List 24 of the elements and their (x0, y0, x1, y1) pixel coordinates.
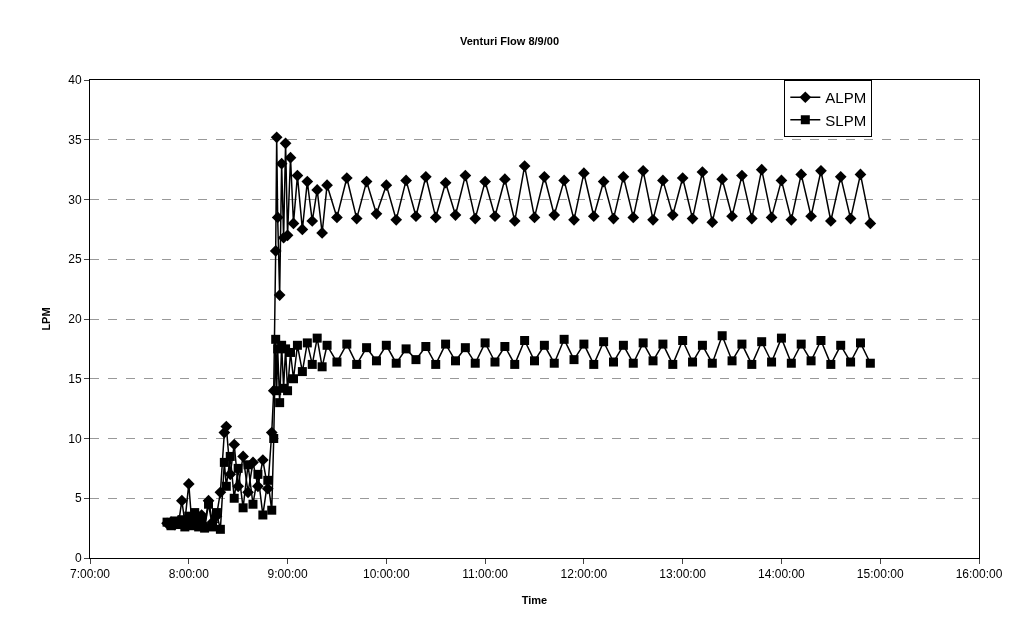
y-tick-label: 30 (68, 192, 82, 207)
x-axis-title: Time (521, 593, 548, 606)
legend-label: SLPM (825, 111, 867, 129)
x-tick-label: 15:00:00 (856, 567, 904, 582)
x-tick-label: 9:00:00 (267, 567, 308, 582)
y-tick-label: 25 (68, 252, 82, 267)
y-tick-label: 20 (68, 312, 82, 327)
x-tick-label: 12:00:00 (560, 567, 608, 582)
y-tick-label: 15 (68, 371, 82, 386)
x-tick-label: 16:00:00 (955, 567, 1003, 582)
y-tick-label: 40 (68, 73, 82, 88)
x-tick-label: 7:00:00 (69, 567, 111, 582)
x-tick-label: 14:00:00 (758, 567, 806, 582)
y-tick-label: 0 (74, 551, 82, 566)
x-tick-label: 10:00:00 (362, 567, 411, 582)
x-tick-label: 8:00:00 (168, 567, 210, 582)
legend-label: ALPM (825, 89, 867, 107)
y-tick-label: 35 (68, 132, 82, 147)
x-tick-label: 11:00:00 (462, 567, 509, 582)
y-tick-label: 10 (68, 431, 82, 446)
x-tick-label: 13:00:00 (659, 567, 707, 582)
y-axis-title: LPM (39, 307, 52, 331)
chart-title: Venturi Flow 8/9/00 (459, 35, 560, 48)
y-tick-label: 5 (74, 491, 82, 506)
